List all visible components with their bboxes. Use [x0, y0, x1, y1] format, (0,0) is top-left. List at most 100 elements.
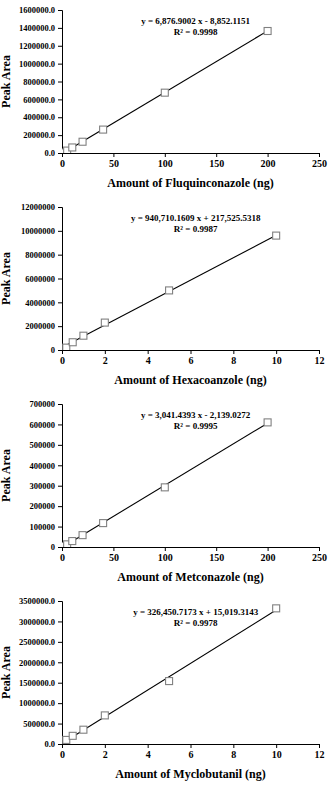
plot-area: [62, 419, 271, 547]
x-tick-label: 0: [60, 158, 65, 169]
x-tick: 4: [146, 350, 151, 366]
x-tick-label: 0: [60, 552, 65, 563]
y-tick-label: 4000000: [25, 298, 55, 308]
x-tick: 50: [109, 153, 119, 169]
x-axis-title: Amount of Hexacoanzole (ng): [114, 373, 266, 387]
y-tick-label: 800000.0: [23, 77, 55, 87]
x-tick-label: 50: [109, 158, 119, 169]
x-tick-mark: [319, 744, 320, 748]
equation-annotation: y = 326,450.7173 x + 15,019.3143: [133, 607, 259, 617]
y-axis: 0.0200000.0400000.0600000.0800000.010000…: [19, 5, 63, 158]
y-tick: 12000000: [21, 202, 62, 212]
y-tick: 0: [51, 345, 62, 355]
x-tick-label: 150: [209, 158, 224, 169]
y-tick-mark: [58, 506, 62, 507]
y-tick-label: 1200000.0: [19, 41, 55, 51]
y-tick-label: 2500000.0: [19, 637, 55, 647]
equation-annotation: y = 3,041.4393 x - 2,139.0272: [141, 410, 251, 420]
x-tick-label: 12: [315, 355, 325, 366]
y-tick: 2000000: [25, 321, 62, 331]
x-tick-label: 100: [158, 552, 173, 563]
x-tick-mark: [148, 350, 149, 354]
y-tick-mark: [58, 527, 62, 528]
x-tick-mark: [113, 153, 114, 157]
y-tick-mark: [58, 99, 62, 100]
x-axis-line: [63, 351, 320, 355]
y-tick-mark: [58, 207, 62, 208]
x-tick-label: 4: [146, 355, 151, 366]
trend-line: [64, 31, 268, 153]
x-tick-mark: [319, 350, 320, 354]
x-tick: 0: [60, 547, 65, 563]
y-tick: 3500000.0: [19, 596, 62, 606]
y-axis-title: Peak Area: [0, 55, 13, 108]
y-tick: 800000.0: [23, 77, 62, 87]
x-tick-label: 12: [315, 749, 325, 760]
data-point: [100, 126, 107, 133]
y-tick-label: 1000000.0: [19, 698, 55, 708]
y-tick-label: 12000000: [21, 202, 55, 212]
x-tick-label: 100: [158, 158, 173, 169]
x-axis-line: [63, 154, 320, 158]
data-point: [273, 605, 280, 612]
y-tick: 0: [51, 542, 62, 552]
y-tick: 0.0: [44, 148, 62, 158]
data-point: [69, 144, 76, 151]
trend-line: [66, 235, 276, 345]
y-axis-title: Peak Area: [0, 646, 13, 699]
x-tick-mark: [216, 547, 217, 551]
y-tick-label: 1500000.0: [19, 678, 55, 688]
y-axis-line: [58, 602, 63, 745]
x-axis: 024681012: [60, 744, 325, 760]
y-tick: 400000: [30, 461, 63, 471]
x-tick: 0: [60, 153, 65, 169]
x-tick-label: 200: [261, 552, 276, 563]
y-tick-label: 400000: [30, 461, 56, 471]
y-tick-label: 200000: [30, 501, 56, 511]
x-tick: 0: [60, 350, 65, 366]
x-tick-mark: [105, 744, 106, 748]
y-tick-label: 0: [51, 345, 55, 355]
x-tick: 150: [209, 547, 224, 563]
x-tick-label: 0: [60, 355, 65, 366]
y-tick-mark: [58, 46, 62, 47]
y-tick-label: 300000: [30, 481, 56, 491]
data-point: [69, 732, 76, 739]
y-tick-label: 1400000.0: [19, 23, 55, 33]
y-tick: 300000: [30, 481, 63, 491]
data-point: [69, 339, 76, 346]
data-point: [80, 332, 87, 339]
x-tick-label: 8: [231, 355, 236, 366]
equation-annotation: R² = 0.9978: [174, 618, 218, 628]
x-tick: 12: [315, 350, 325, 366]
x-tick-label: 10: [272, 355, 282, 366]
data-point: [80, 726, 87, 733]
y-tick-mark: [58, 231, 62, 232]
data-point: [161, 484, 168, 491]
x-tick-mark: [268, 153, 269, 157]
x-tick: 250: [312, 547, 327, 563]
x-tick-mark: [319, 153, 320, 157]
x-tick-label: 150: [209, 552, 224, 563]
x-tick: 6: [189, 744, 194, 760]
data-point: [101, 712, 108, 719]
y-tick-label: 2000000.0: [19, 658, 55, 668]
y-tick-mark: [58, 724, 62, 725]
y-tick-label: 700000: [30, 399, 56, 409]
y-tick: 1400000.0: [19, 23, 62, 33]
y-tick: 1200000.0: [19, 41, 62, 51]
x-tick-mark: [276, 350, 277, 354]
data-point: [166, 678, 173, 685]
y-tick-mark: [58, 703, 62, 704]
data-point: [273, 232, 280, 239]
y-tick-mark: [58, 744, 62, 745]
x-tick: 8: [231, 350, 236, 366]
x-tick-label: 6: [189, 355, 194, 366]
y-tick: 0.0: [44, 739, 62, 749]
y-tick-label: 1600000.0: [19, 5, 55, 15]
y-tick-mark: [58, 486, 62, 487]
x-tick-mark: [191, 744, 192, 748]
y-tick: 10000000: [21, 226, 62, 236]
x-axis: 050100150200250: [60, 153, 327, 169]
y-tick-mark: [58, 28, 62, 29]
